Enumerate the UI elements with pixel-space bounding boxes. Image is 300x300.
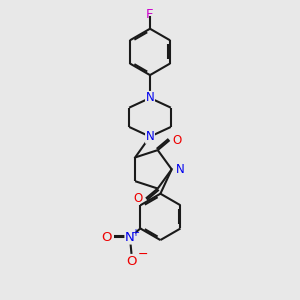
Text: −: −: [137, 248, 148, 261]
Text: N: N: [125, 231, 135, 244]
Text: +: +: [131, 228, 139, 238]
Text: O: O: [126, 255, 137, 268]
Text: N: N: [176, 163, 184, 176]
Text: F: F: [146, 8, 154, 21]
Text: N: N: [146, 130, 154, 143]
Text: O: O: [172, 134, 182, 147]
Text: O: O: [101, 231, 112, 244]
Text: N: N: [146, 92, 154, 104]
Text: O: O: [134, 192, 143, 205]
